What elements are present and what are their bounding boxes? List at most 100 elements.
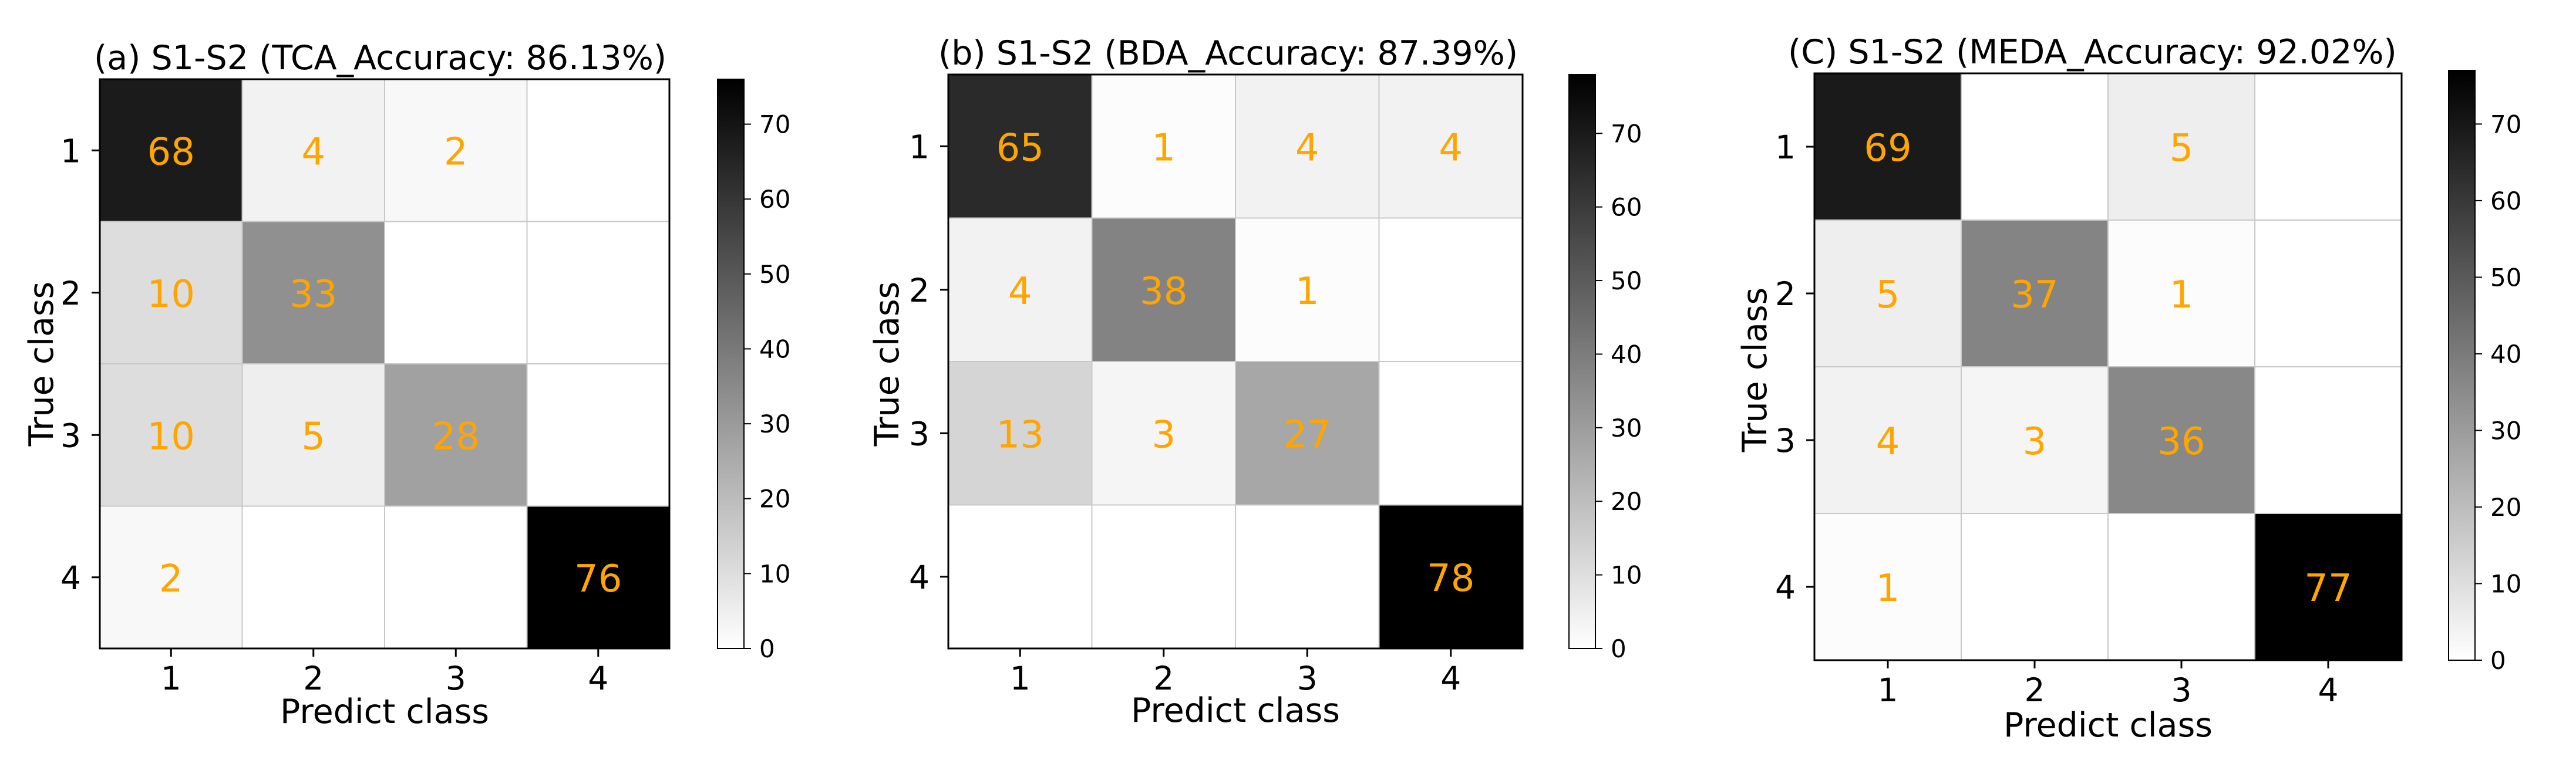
x-tick-label: 1 — [161, 660, 181, 697]
matrix-cell-r2-c4 — [1378, 217, 1523, 362]
y-tick-label: 2 — [60, 275, 81, 312]
colorbar-tick-label: 40 — [1611, 340, 1642, 369]
colorbar-tick-label: 70 — [759, 110, 790, 139]
panel-c-matrix: 69 5 5 37 1 4 3 36 1 77 1 2 3 4 1 2 3 4 — [1775, 72, 2403, 709]
y-tick-label: 4 — [1775, 569, 1796, 606]
matrix-cell-r4-c3 — [2107, 513, 2255, 661]
colorbar-tick-label: 40 — [759, 334, 790, 363]
matrix-cell-r4-c3 — [384, 505, 528, 649]
matrix-cell-r2-c1 — [948, 217, 1093, 362]
cell-value-r3-c1: 13 — [996, 413, 1044, 457]
panel-b-matrix: 65 1 4 4 4 38 1 13 3 27 78 1 2 3 4 1 2 3 4 — [909, 73, 1524, 697]
cell-value-r2-c2: 37 — [2011, 273, 2058, 317]
matrix-frame — [1813, 72, 2403, 661]
colorbar-tick-label: 20 — [2490, 493, 2521, 522]
matrix-cell-r2-c2 — [1961, 219, 2109, 367]
colorbar-tick-label: 60 — [759, 185, 790, 214]
x-tick-label: 3 — [2171, 671, 2192, 709]
cell-value-r1-c4: 4 — [1439, 126, 1463, 170]
x-tick-label: 2 — [1153, 660, 1174, 697]
colorbar-gradient — [2448, 70, 2476, 661]
x-tick-label: 1 — [1010, 660, 1031, 697]
y-tick-label: 3 — [60, 417, 81, 454]
cell-value-r3-c1: 4 — [1876, 420, 1900, 464]
panel-c: (C) S1-S2 (MEDA_Accuracy: 92.02%) 69 55 37… — [1736, 33, 2521, 745]
matrix-cell-r4-c2 — [1091, 504, 1236, 649]
cell-value-r3-c2: 5 — [301, 415, 325, 458]
matrix-cell-r4-c1 — [948, 504, 1093, 649]
matrix-cell-r3-c3 — [384, 363, 528, 507]
colorbar-tick-label: 60 — [1611, 193, 1642, 222]
matrix-cell-r2-c4 — [526, 221, 670, 364]
panel-a-xlabel: Predict class — [280, 692, 489, 731]
matrix-cell-r1-c2 — [241, 79, 385, 222]
y-tick-label: 2 — [1775, 275, 1796, 313]
x-tick-label: 4 — [588, 660, 608, 697]
matrix-cell-r2-c2 — [241, 221, 385, 364]
matrix-cell-r1-c1 — [1814, 73, 1962, 221]
x-tick-label: 4 — [2318, 671, 2339, 709]
x-tick-label: 1 — [1878, 671, 1898, 709]
matrix-cell-r3-c4 — [2254, 366, 2402, 514]
colorbar-gradient — [1568, 74, 1596, 649]
cell-value-r1-c1: 65 — [996, 126, 1044, 170]
cell-value-r2-c3: 1 — [2170, 273, 2194, 317]
matrix-cell-r2-c2 — [1091, 217, 1236, 362]
y-tick-label: 3 — [909, 415, 930, 452]
matrix-cell-r1-c2 — [1961, 73, 2109, 221]
matrix-cell-r3-c1 — [99, 363, 243, 507]
colorbar-tick-label: 70 — [2490, 110, 2521, 138]
colorbar-tick-label: 20 — [1611, 487, 1642, 516]
colorbar-tick-label: 0 — [1611, 634, 1627, 663]
y-tick-label: 4 — [60, 559, 81, 597]
colorbar-tick-label: 50 — [2490, 263, 2521, 292]
matrix-cell-r1-c4 — [526, 79, 670, 222]
y-tick-label: 1 — [60, 132, 81, 170]
cell-value-r3-c3: 28 — [432, 415, 480, 458]
cell-value-r1-c3: 2 — [444, 130, 468, 174]
y-tick-label: 2 — [909, 272, 930, 309]
x-tick-label: 3 — [446, 660, 466, 697]
cell-value-r4-c4: 76 — [574, 557, 622, 601]
cell-value-r3-c2: 3 — [1151, 413, 1176, 457]
colorbar-tick-label: 30 — [1611, 414, 1642, 442]
colorbar-tick-label: 0 — [2490, 646, 2506, 675]
colorbar-tick-label: 10 — [1611, 561, 1642, 590]
cell-value-r2-c2: 33 — [289, 273, 337, 316]
colorbar-tick-label: 20 — [759, 485, 790, 513]
matrix-cell-r3-c2 — [1091, 361, 1236, 506]
cell-value-r4-c1: 1 — [1876, 567, 1900, 610]
matrix-cell-r2-c3 — [1235, 217, 1380, 362]
colorbar-tick-label: 0 — [759, 634, 775, 663]
y-tick-label: 3 — [1775, 422, 1796, 459]
cell-value-r3-c2: 3 — [2023, 420, 2047, 464]
matrix-cell-r1-c3 — [2107, 73, 2255, 221]
cell-value-r3-c3: 27 — [1284, 413, 1331, 457]
matrix-cell-r1-c4 — [2254, 73, 2402, 221]
cell-value-r1-c3: 4 — [1295, 126, 1319, 170]
matrix-frame — [99, 78, 671, 650]
panel-a-colorbar: 0 10 20 30 40 50 60 70 — [717, 79, 790, 663]
cell-value-r4-c1: 2 — [159, 557, 183, 601]
panel-a-matrix: 68 4 2 10 33 10 5 28 2 76 1 2 3 4 1 2 3 4 — [60, 78, 671, 697]
cell-value-r2-c1: 4 — [1008, 270, 1032, 313]
matrix-cell-r4-c2 — [1961, 513, 2109, 661]
matrix-cell-r3-c3 — [2107, 366, 2255, 514]
colorbar-tick-label: 50 — [759, 260, 790, 289]
matrix-cell-r1-c1 — [99, 79, 243, 222]
x-tick-label: 2 — [303, 660, 324, 697]
matrix-cell-r4-c3 — [1235, 504, 1380, 649]
panel-b-title: (b) S1-S2 (BDA_Accuracy: 87.39%) — [938, 34, 1518, 73]
matrix-cell-r4-c2 — [241, 505, 385, 649]
cell-value-r1-c1: 69 — [1864, 127, 1911, 170]
y-tick-label: 1 — [1775, 129, 1796, 166]
cell-value-r1-c2: 4 — [301, 130, 325, 174]
colorbar-tick-label: 50 — [1611, 266, 1642, 295]
panel-b-xlabel: Predict class — [1131, 691, 1340, 730]
x-tick-label: 2 — [2025, 671, 2045, 709]
cell-value-r1-c3: 5 — [2170, 127, 2194, 170]
colorbar-tick-label: 60 — [2490, 187, 2521, 215]
cell-value-r2-c1: 10 — [147, 273, 195, 316]
colorbar-gradient — [717, 79, 745, 649]
panel-c-colorbar: 0 10 20 30 40 50 60 70 — [2448, 70, 2521, 675]
